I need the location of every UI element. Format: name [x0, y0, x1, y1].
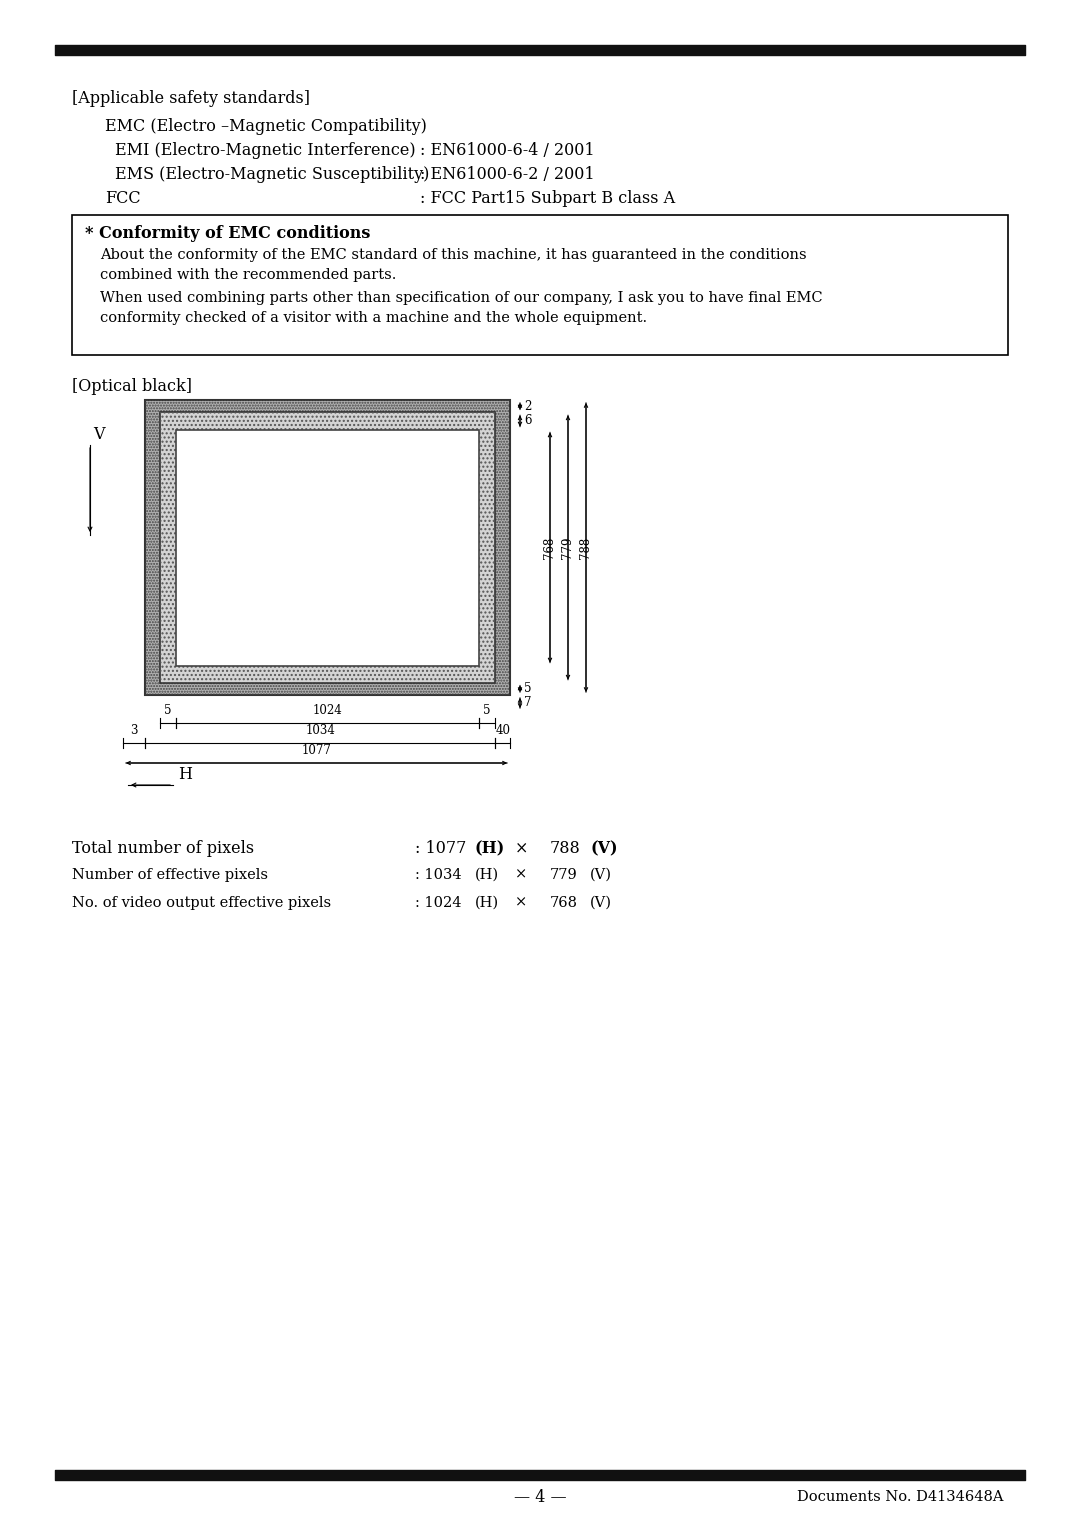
Text: 5: 5 [164, 704, 172, 717]
Bar [145, 400, 510, 695]
Text: 768: 768 [550, 895, 578, 911]
Text: ×: × [515, 895, 527, 911]
Text: FCC: FCC [105, 189, 140, 206]
Text: [Applicable safety standards]: [Applicable safety standards] [72, 90, 310, 107]
Text: 40: 40 [496, 724, 510, 736]
Text: 779: 779 [562, 536, 575, 559]
Bar [72, 215, 1008, 354]
Text: : 1024: : 1024 [415, 895, 461, 911]
Text: H: H [178, 766, 192, 782]
Text: 1077: 1077 [301, 744, 332, 756]
Text: 788: 788 [550, 840, 581, 857]
Text: ×: × [515, 868, 527, 882]
Text: No. of video output effective pixels: No. of video output effective pixels [72, 895, 332, 911]
Text: 788: 788 [580, 536, 593, 559]
Bar [176, 429, 478, 666]
Text: About the conformity of the EMC standard of this machine, it has guaranteed in t: About the conformity of the EMC standard… [100, 248, 807, 261]
Text: 7: 7 [524, 697, 531, 709]
Bar [160, 413, 496, 683]
Text: EMC (Electro –Magnetic Compatibility): EMC (Electro –Magnetic Compatibility) [105, 118, 427, 134]
Text: (H): (H) [475, 840, 505, 857]
Text: EMI (Electro-Magnetic Interference): EMI (Electro-Magnetic Interference) [114, 142, 416, 159]
Text: : FCC Part15 Subpart B class A: : FCC Part15 Subpart B class A [420, 189, 675, 206]
Text: 5: 5 [524, 683, 531, 695]
Text: (V): (V) [590, 840, 618, 857]
Text: — 4 —: — 4 — [514, 1488, 566, 1505]
Text: 1024: 1024 [312, 704, 342, 717]
Text: combined with the recommended parts.: combined with the recommended parts. [100, 267, 396, 283]
Text: Total number of pixels: Total number of pixels [72, 840, 254, 857]
Text: : 1034: : 1034 [415, 868, 461, 882]
Text: : EN61000-6-2 / 2001: : EN61000-6-2 / 2001 [420, 167, 595, 183]
Text: ×: × [515, 840, 528, 857]
Text: conformity checked of a visitor with a machine and the whole equipment.: conformity checked of a visitor with a m… [100, 312, 647, 325]
Text: (V): (V) [590, 895, 612, 911]
Text: V: V [93, 426, 105, 443]
Bar [160, 413, 496, 683]
Text: (V): (V) [590, 868, 612, 882]
Text: 5: 5 [484, 704, 491, 717]
Text: 3: 3 [131, 724, 138, 736]
Text: : EN61000-6-4 / 2001: : EN61000-6-4 / 2001 [420, 142, 595, 159]
Text: 6: 6 [524, 414, 531, 428]
Text: 2: 2 [524, 400, 531, 413]
Text: Documents No. D4134648A: Documents No. D4134648A [797, 1490, 1003, 1504]
Text: EMS (Electro-Magnetic Susceptibility): EMS (Electro-Magnetic Susceptibility) [114, 167, 430, 183]
Bar [145, 400, 510, 695]
Text: 1034: 1034 [306, 724, 335, 736]
Text: 779: 779 [550, 868, 578, 882]
Text: 768: 768 [543, 536, 556, 559]
Text: (H): (H) [475, 868, 499, 882]
Text: (H): (H) [475, 895, 499, 911]
Text: When used combining parts other than specification of our company, I ask you to : When used combining parts other than spe… [100, 290, 823, 306]
Text: : 1077: : 1077 [415, 840, 467, 857]
Text: * Conformity of EMC conditions: * Conformity of EMC conditions [85, 225, 370, 241]
Text: Number of effective pixels: Number of effective pixels [72, 868, 268, 882]
Text: [Optical black]: [Optical black] [72, 377, 192, 396]
